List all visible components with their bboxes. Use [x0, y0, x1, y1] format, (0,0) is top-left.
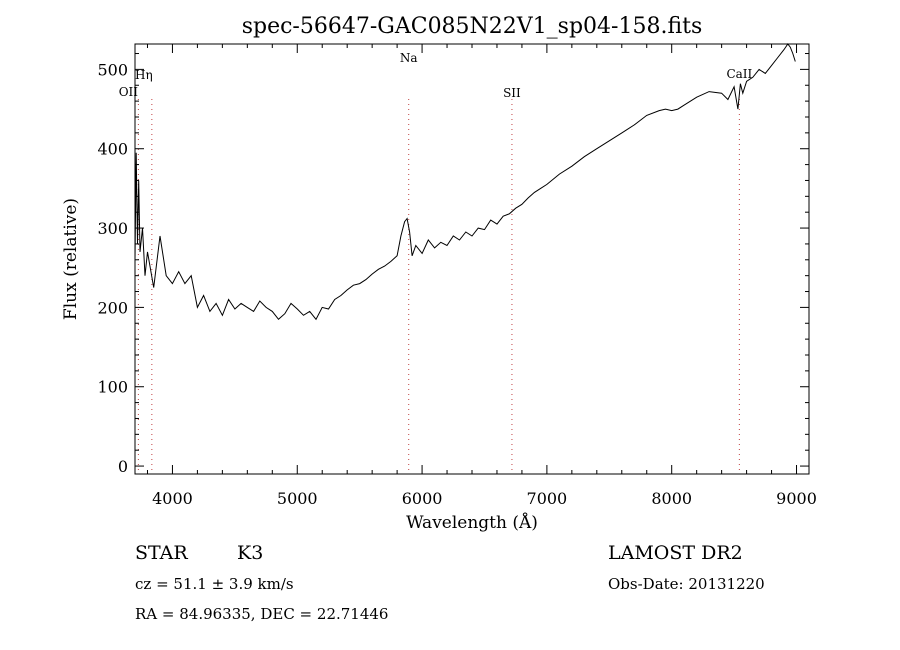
object-class: STAR: [135, 542, 188, 564]
y-axis-label: Flux (relative): [61, 198, 81, 320]
y-tick-label: 400: [97, 140, 128, 159]
x-tick-label: 5000: [277, 489, 318, 508]
spectrum-series-line: [134, 43, 796, 321]
y-tick-label: 500: [97, 60, 128, 79]
x-tick-label: 4000: [152, 489, 193, 508]
y-tick-label: 0: [118, 457, 128, 476]
line-annotations: OII Hη Na SII CaII: [119, 51, 753, 474]
chart-title: spec-56647-GAC085N22V1_sp04-158.fits: [242, 14, 703, 39]
x-tick-label: 7000: [527, 489, 568, 508]
x-axis-label: Wavelength (Å): [406, 512, 538, 533]
annotation-label: CaII: [726, 67, 752, 81]
y-tick-label: 100: [97, 378, 128, 397]
observation-date: Obs-Date: 20131220: [608, 575, 765, 593]
plot-frame: [134, 43, 810, 475]
annotation-label: OII: [119, 85, 139, 99]
x-tick-label: 9000: [776, 489, 817, 508]
y-tick-label: 300: [97, 219, 128, 238]
annotation-label: SII: [503, 86, 521, 100]
y-axis-ticks: 0 100 200 300 400 500: [97, 53, 809, 476]
x-tick-label: 8000: [651, 489, 692, 508]
redshift-velocity: cz = 51.1 ± 3.9 km/s: [135, 575, 294, 593]
annotation-label: Na: [400, 51, 418, 65]
x-axis-ticks: 4000 5000 6000 7000 8000 9000: [146, 44, 817, 508]
sky-coordinates: RA = 84.96335, DEC = 22.71446: [135, 605, 389, 623]
y-tick-label: 200: [97, 298, 128, 317]
annotation-label: Hη: [135, 68, 153, 82]
survey-name: LAMOST DR2: [608, 542, 743, 564]
x-tick-label: 6000: [402, 489, 443, 508]
object-subclass: K3: [237, 542, 264, 564]
